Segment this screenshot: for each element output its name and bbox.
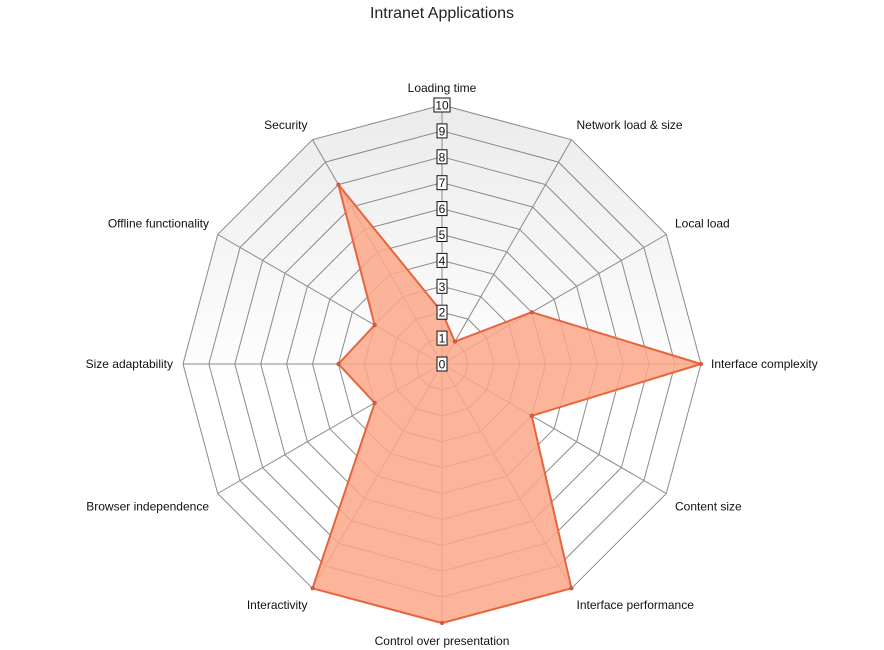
tick-box-4 bbox=[436, 252, 448, 268]
chart-title: Intranet Applications bbox=[370, 5, 514, 22]
tick-box-5 bbox=[436, 227, 448, 242]
tick-8: 8 bbox=[436, 149, 448, 165]
tick-box-3 bbox=[436, 278, 448, 294]
tick-9: 9 bbox=[436, 123, 448, 139]
tick-box-0 bbox=[436, 356, 448, 372]
tick-box-6 bbox=[436, 201, 448, 217]
tick-label-1: 1 bbox=[439, 332, 446, 346]
data-point-6 bbox=[440, 621, 444, 625]
axis-label-11: Security bbox=[264, 118, 307, 132]
tick-label-8: 8 bbox=[439, 150, 446, 164]
data-point-10 bbox=[372, 323, 377, 328]
tick-box-9 bbox=[436, 123, 448, 139]
tick-label-3: 3 bbox=[439, 280, 446, 294]
tick-6: 6 bbox=[436, 201, 448, 217]
data-point-4 bbox=[529, 413, 534, 418]
tick-2: 2 bbox=[436, 304, 448, 320]
tick-1: 1 bbox=[436, 330, 448, 346]
tick-4: 4 bbox=[436, 252, 448, 268]
axis-label-8: Browser independence bbox=[86, 500, 209, 514]
tick-box-10 bbox=[433, 97, 451, 113]
tick-label-4: 4 bbox=[439, 254, 446, 268]
axis-label-3: Interface complexity bbox=[711, 357, 818, 371]
data-point-3 bbox=[699, 362, 703, 366]
data-point-1 bbox=[452, 339, 457, 344]
tick-label-0: 0 bbox=[439, 358, 446, 372]
data-point-5 bbox=[569, 586, 574, 591]
tick-label-2: 2 bbox=[439, 306, 446, 320]
tick-label-7: 7 bbox=[439, 176, 446, 190]
tick-box-7 bbox=[436, 175, 448, 191]
axis-label-7: Interactivity bbox=[247, 598, 308, 612]
axis-label-4: Content size bbox=[675, 500, 742, 514]
axis-label-6: Control over presentation bbox=[375, 634, 510, 648]
axis-label-2: Local load bbox=[675, 217, 730, 231]
axis-label-5: Interface performance bbox=[577, 598, 695, 612]
spoke-1 bbox=[441, 139, 572, 365]
tick-0: 0 bbox=[436, 356, 448, 372]
tick-box-1 bbox=[436, 330, 448, 346]
tick-7: 7 bbox=[436, 175, 448, 191]
tick-label-10: 10 bbox=[435, 99, 449, 113]
data-point-9 bbox=[336, 362, 341, 366]
tick-label-5: 5 bbox=[439, 228, 446, 242]
tick-5: 5 bbox=[436, 227, 448, 242]
tick-box-8 bbox=[436, 149, 448, 165]
tick-labels: 0 1 2 3 4 5 6 7 8 9 10 bbox=[433, 97, 451, 372]
data-point-2 bbox=[529, 310, 534, 315]
data-point-7 bbox=[310, 586, 315, 591]
axis-label-9: Size adaptability bbox=[86, 357, 173, 371]
axis-label-0: Loading time bbox=[408, 81, 477, 95]
axis-labels: Loading time Network load & size Local loa… bbox=[86, 81, 818, 648]
axis-label-1: Network load & size bbox=[577, 118, 683, 132]
tick-label-9: 9 bbox=[439, 124, 446, 138]
tick-3: 3 bbox=[436, 278, 448, 294]
axis-label-10: Offline functionality bbox=[108, 217, 209, 231]
tick-label-6: 6 bbox=[439, 202, 446, 216]
data-point-8 bbox=[372, 400, 377, 405]
tick-box-2 bbox=[436, 304, 448, 320]
series-layer bbox=[310, 182, 703, 625]
data-point-11 bbox=[336, 182, 341, 187]
tick-10: 10 bbox=[433, 97, 451, 113]
